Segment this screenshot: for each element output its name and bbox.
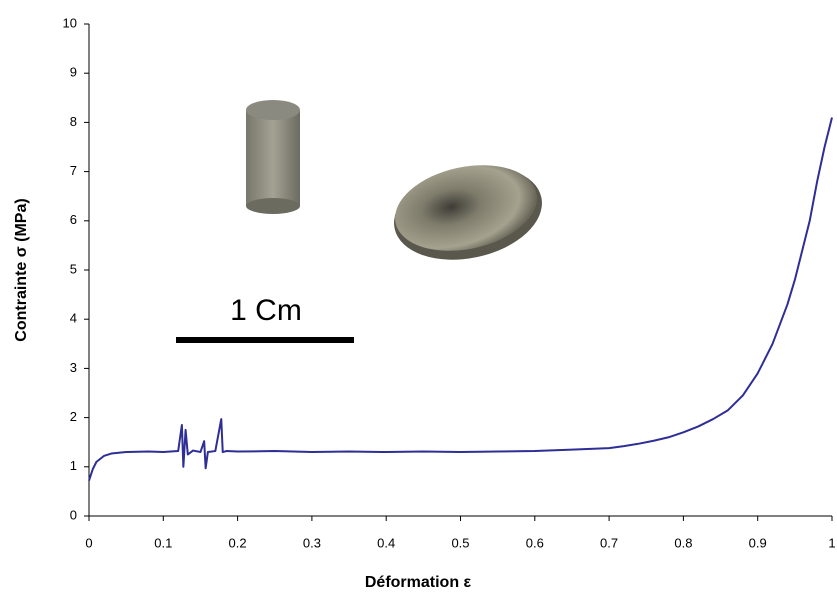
y-axis-title: Contrainte σ (MPa) [13,198,30,341]
y-tick-label: 10 [63,15,77,30]
photo-inset: 1 Cm [176,100,542,343]
y-tick-label: 8 [70,114,77,129]
cylinder-sample [246,110,300,206]
x-tick-label: 0.5 [451,535,469,550]
x-axis-title: Déformation ε [365,574,472,591]
y-tick-label: 4 [70,311,77,326]
x-tick-label: 0.3 [303,535,321,550]
y-tick-label: 2 [70,409,77,424]
x-tick-label: 0.7 [600,535,618,550]
y-tick-label: 3 [70,360,77,375]
y-tick-label: 5 [70,261,77,276]
x-tick-label: 0.6 [526,535,544,550]
x-tick-label: 0 [85,535,92,550]
x-tick-label: 0.1 [154,535,172,550]
scale-bar-label: 1 Cm [230,294,302,327]
x-tick-label: 1 [828,535,835,550]
disc-sample [395,165,537,251]
y-tick-label: 1 [70,458,77,473]
y-tick-label: 9 [70,65,77,80]
x-tick-label: 0.8 [674,535,692,550]
y-tick-label: 6 [70,212,77,227]
x-tick-label: 0.4 [377,535,395,550]
cylinder-base [246,198,300,214]
y-tick-label: 7 [70,163,77,178]
x-tick-label: 0.2 [229,535,247,550]
y-tick-label: 0 [70,507,77,522]
x-tick-label: 0.9 [749,535,767,550]
data-line [88,117,833,481]
cylinder-top [246,100,300,120]
